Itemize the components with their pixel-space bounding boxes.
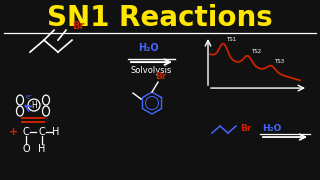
Text: e⁻: e⁻ <box>26 94 34 100</box>
Text: Br: Br <box>155 72 167 81</box>
Text: C: C <box>23 127 29 137</box>
Text: TS2: TS2 <box>251 49 261 54</box>
Text: H: H <box>52 127 60 137</box>
Text: H₂O: H₂O <box>262 123 282 132</box>
Text: O: O <box>22 144 30 154</box>
Text: Br: Br <box>72 21 84 31</box>
Text: +: + <box>9 127 19 137</box>
Text: TS1: TS1 <box>227 37 237 42</box>
Text: Br: Br <box>240 123 252 132</box>
Text: H: H <box>31 101 37 110</box>
Text: H₂O: H₂O <box>138 43 158 53</box>
Text: SN1 Reactions: SN1 Reactions <box>47 4 273 32</box>
Text: C: C <box>39 127 45 137</box>
Text: TS3: TS3 <box>274 59 284 64</box>
Text: H: H <box>38 144 46 154</box>
Text: Solvolysis: Solvolysis <box>130 66 172 75</box>
